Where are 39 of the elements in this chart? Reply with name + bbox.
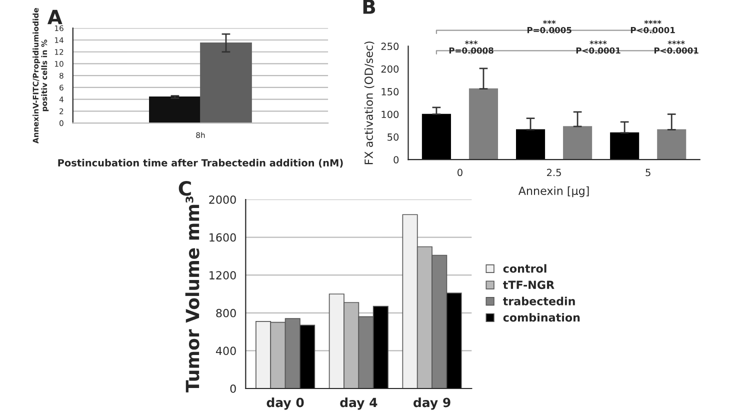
chart-title: A [47, 10, 62, 24]
y-tick-label: 50 [388, 133, 399, 141]
y-axis-title: FX activation (OD/sec) [364, 42, 374, 164]
chart-title: B [363, 0, 376, 14]
text: **** [668, 40, 685, 44]
annotation: P<0.0001 [654, 47, 698, 54]
x-tick-label: 0 [458, 168, 462, 176]
y-tick-label: 200 [381, 65, 399, 73]
x-tick-label: 5 [646, 168, 650, 176]
x-tick-label: day 4 [340, 398, 378, 410]
y-tick-label: 2000 [209, 195, 236, 204]
x-tick-label: day 0 [266, 398, 304, 410]
x-tick-label: 2.5 [547, 168, 561, 176]
y-tick-label: 1200 [210, 271, 236, 280]
annotation: P=0.0008 [449, 47, 494, 54]
y-tick-label: 400 [216, 346, 236, 356]
x-axis-title: Annexin [µg] [518, 186, 589, 198]
y-tick-label: 100 [382, 110, 399, 118]
text: P<0.0001 [630, 26, 675, 34]
legend-label: trabectedin [502, 296, 575, 306]
text: P=0.0005 [527, 26, 572, 34]
legend-label: combination [503, 313, 580, 322]
y-tick-label: 250 [381, 42, 399, 50]
x-axis-title: Postincubation time after Trabectedin addition (nM) [58, 158, 343, 168]
y-tick-label: 150 [382, 88, 399, 96]
y-tick-label: 0 [230, 384, 236, 393]
x-tick-label: day 9 [414, 398, 450, 410]
legend-label: control [503, 264, 546, 273]
text: *** [542, 20, 556, 24]
text: *** [464, 40, 478, 44]
chart-title: C [178, 181, 191, 196]
legend-label: tTF-NGR [502, 280, 554, 290]
y-tick-label: 0 [394, 156, 399, 164]
y-axis-title: Tumor Volume mm³ [185, 196, 200, 392]
y-tick-label: 800 [216, 308, 236, 318]
annotation: P<0.0001 [576, 47, 620, 54]
text: **** [590, 40, 607, 44]
y-tick-label: 1600 [210, 233, 236, 242]
text: **** [644, 20, 662, 24]
